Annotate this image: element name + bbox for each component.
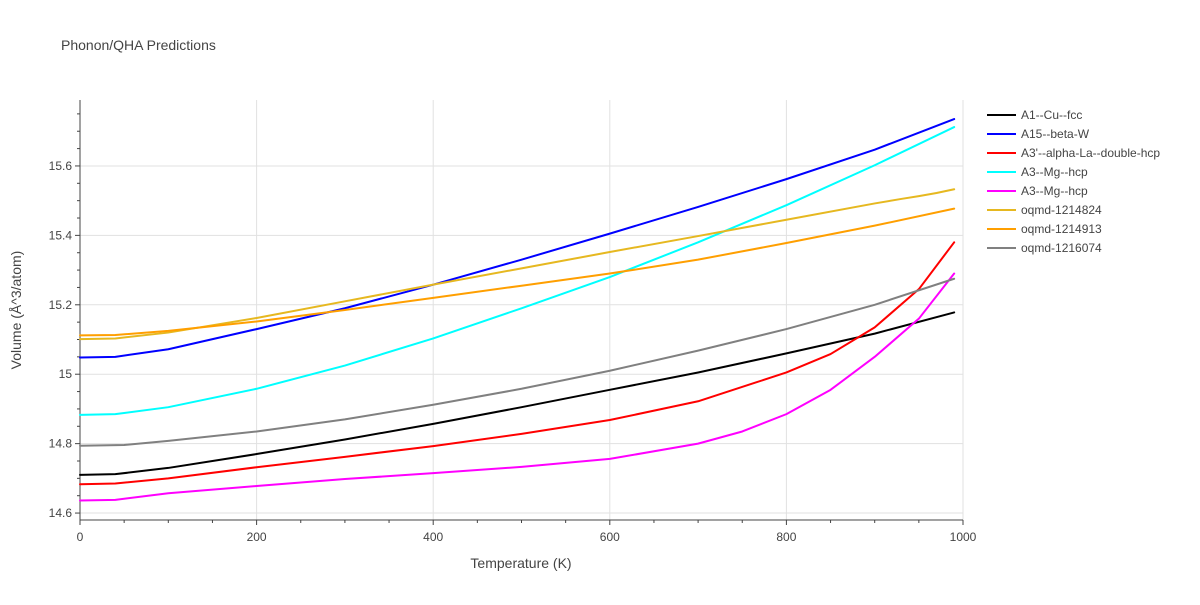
x-tick-label: 400 [423,530,443,544]
y-tick-label: 15.2 [49,298,73,312]
x-tick-label: 600 [600,530,620,544]
series-line-2 [79,241,956,486]
legend-label-5[interactable]: oqmd-1214824 [1021,203,1102,217]
y-tick-label: 14.8 [49,437,73,451]
legend-label-7[interactable]: oqmd-1216074 [1021,241,1102,255]
y-tick-label: 14.6 [49,506,73,520]
legend-label-3[interactable]: A3--Mg--hcp [1021,165,1088,179]
x-axis-label: Temperature (K) [470,555,571,571]
series-line-4 [79,272,956,502]
axis-layer: 0 200 400 600 800 1000 14.6 14.8 15 15.2 15.4 15.6 [49,100,977,544]
series-line-3 [79,126,956,416]
x-tick-label: 0 [77,530,84,544]
series-line-6 [79,207,956,337]
legend-label-4[interactable]: A3--Mg--hcp [1021,184,1088,198]
legend-label-2[interactable]: A3'--alpha-La--double-hcp [1021,146,1160,160]
legend-label-6[interactable]: oqmd-1214913 [1021,222,1102,236]
series-line-5 [79,188,956,341]
legend-label-0[interactable]: A1--Cu--fcc [1021,108,1082,122]
series-line-1 [79,118,956,359]
series-line-7 [79,277,956,447]
legend: A1--Cu--fcc A15--beta-W A3'--alpha-La--dou… [987,108,1160,255]
y-tick-label: 15.4 [49,228,73,242]
chart-title: Phonon/QHA Predictions [61,37,216,53]
grid-layer [80,100,964,520]
x-tick-label: 1000 [950,530,977,544]
y-tick-label: 15.6 [49,159,73,173]
x-tick-label: 800 [776,530,796,544]
x-tick-label: 200 [247,530,267,544]
series-layer [79,118,956,502]
y-tick-label: 15 [59,367,73,381]
legend-label-1[interactable]: A15--beta-W [1021,127,1090,141]
y-axis-label: Volume (Å^3/atom) [8,251,24,370]
series-line-0 [79,311,956,476]
